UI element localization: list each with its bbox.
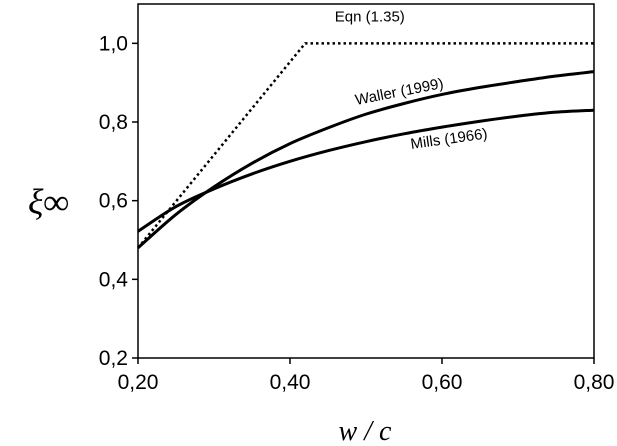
y-tick-label: 0,8 <box>99 111 128 134</box>
plot-area <box>137 3 595 359</box>
x-tick-label: 0,60 <box>422 371 463 394</box>
y-tick-label: 0,4 <box>99 268 129 291</box>
tick-layer: 0,20 0,40 0,60 0,80 0,2 0,4 0,6 0,8 1,0 <box>99 32 615 394</box>
series-line-waller-1999 <box>137 70 595 249</box>
x-tick-label: 0,40 <box>270 371 311 394</box>
y-axis-title: ξ∞ <box>28 182 69 222</box>
x-tick-label: 0,80 <box>574 371 615 394</box>
series-line-mills-1966 <box>137 108 595 233</box>
series-line-eqn-1-35 <box>137 42 594 249</box>
y-tick-label: 0,6 <box>99 190 128 213</box>
y-tick-label: 1,0 <box>99 32 128 55</box>
y-tick-label: 0,2 <box>99 347 128 370</box>
series-label-eqn-1-35: Eqn (1.35) <box>335 9 405 26</box>
series-layer <box>137 42 595 249</box>
x-axis-title: w / c <box>339 416 392 446</box>
x-tick-label: 0,20 <box>118 371 159 394</box>
